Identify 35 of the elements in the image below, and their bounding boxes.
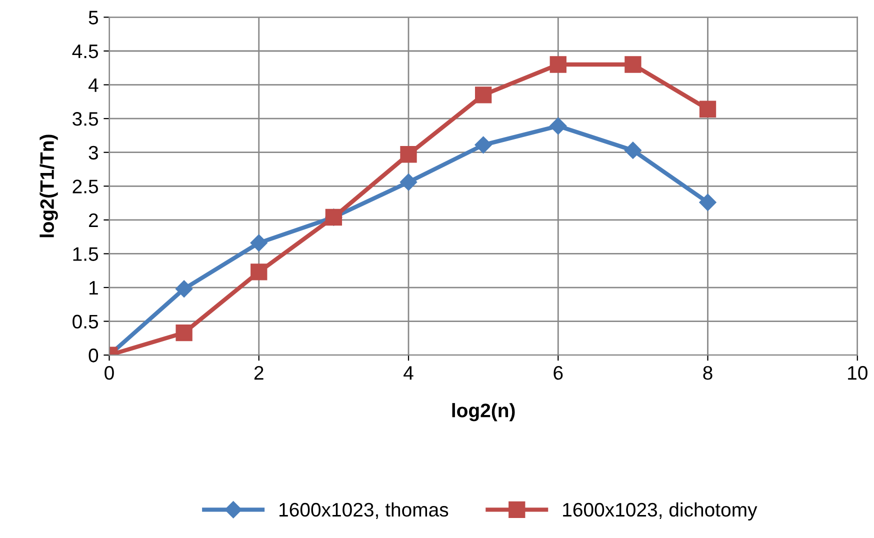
- point: [250, 264, 268, 280]
- y-tick-label: 4: [88, 78, 98, 92]
- point: [699, 194, 716, 211]
- legend-label: 1600x1023, dichotomy: [563, 502, 758, 520]
- legend-label: 1600x1023, thomas: [280, 502, 448, 519]
- x-tick-label: 10: [848, 366, 868, 380]
- point: [699, 100, 716, 118]
- y-tick-label: 4.5: [72, 44, 98, 58]
- x-tick-label: 4: [404, 366, 414, 380]
- y-tick-label: 1.5: [73, 247, 98, 261]
- point: [176, 280, 193, 298]
- y-axis-title: log2(T1/Tn): [40, 134, 58, 238]
- point: [474, 136, 492, 154]
- x-axis-title: log2(n): [452, 403, 515, 422]
- point: [474, 86, 492, 104]
- y-tick-label: 2: [89, 213, 98, 227]
- x-tick-label: 8: [703, 366, 712, 380]
- y-tick-label: 0: [88, 348, 98, 362]
- point: [624, 56, 642, 73]
- point: [550, 56, 566, 73]
- point: [176, 324, 192, 342]
- y-tick-label: 2.5: [72, 180, 98, 194]
- x-tick-label: 6: [554, 366, 563, 380]
- point: [550, 117, 567, 135]
- x-tick-label: 0: [104, 366, 114, 380]
- point: [400, 146, 417, 163]
- y-tick-label: 0.5: [72, 314, 98, 329]
- y-tick-label: 3.5: [72, 112, 98, 126]
- point: [250, 234, 268, 252]
- point: [624, 142, 642, 159]
- y-tick-label: 5: [88, 10, 98, 24]
- y-tick-label: 1: [90, 281, 98, 295]
- y-tick-label: 3: [88, 146, 98, 160]
- point: [400, 174, 418, 191]
- x-tick-label: 2: [254, 366, 264, 380]
